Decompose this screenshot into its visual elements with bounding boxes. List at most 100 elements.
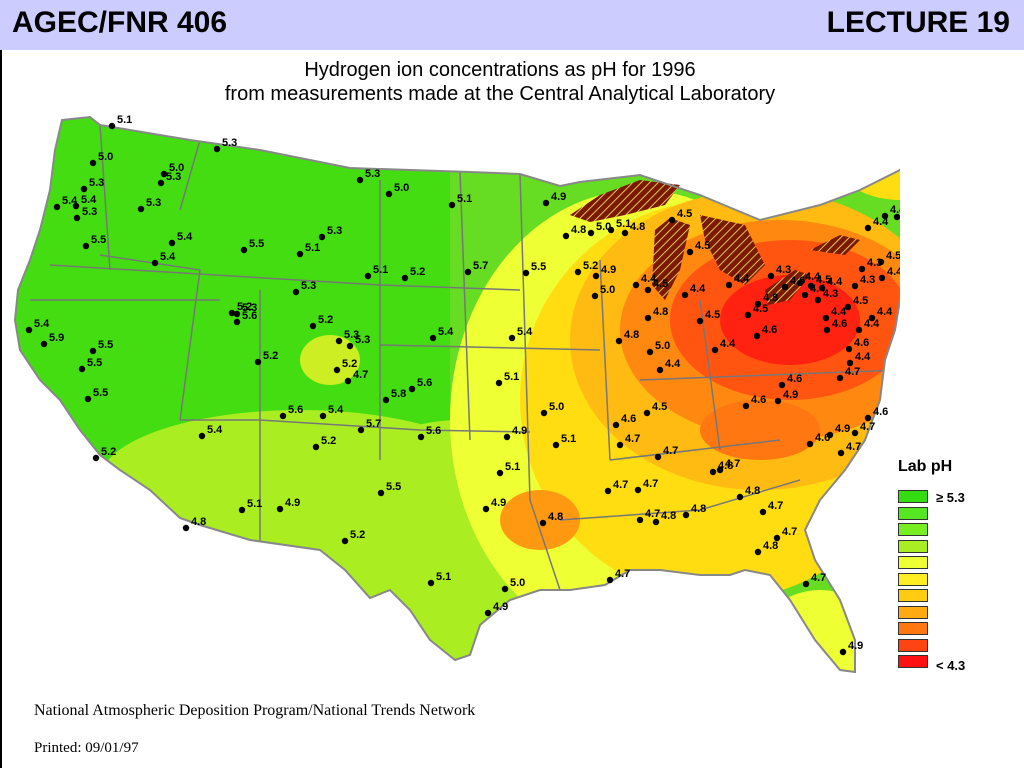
site-dot [767, 272, 775, 280]
site-marker: 4.4 [796, 271, 821, 287]
site-marker: 5.0 [646, 340, 670, 356]
site-marker: 4.8 [652, 510, 676, 526]
site-dot [72, 202, 80, 210]
site-dot [806, 440, 814, 448]
site-ph-label: 4.7 [663, 445, 678, 457]
site-marker: 4.5 [807, 274, 831, 290]
site-dot [168, 239, 176, 247]
site-marker: 5.8 [382, 388, 406, 404]
site-ph-label: 5.3 [146, 197, 161, 209]
site-ph-label: 5.3 [344, 329, 359, 341]
site-marker: 4.7 [837, 441, 861, 457]
site-ph-label: 4.7 [353, 369, 368, 381]
site-dot [711, 346, 719, 354]
site-ph-label: 5.3 [301, 280, 316, 292]
site-dot [823, 326, 831, 334]
sampling-sites: 5.15.05.35.4 5.45.35.35.35.55.45.95.55.55… [25, 114, 900, 656]
site-ph-label: 5.6 [426, 425, 441, 437]
site-dot [356, 176, 364, 184]
site-marker: 4.5 [877, 250, 900, 266]
site-marker: 4.7 [344, 369, 368, 385]
site-marker: 4.8 [682, 503, 706, 519]
site-ph-label: 4.5 [853, 295, 868, 307]
site-marker: 5.1 [607, 218, 631, 234]
site-marker: 5.5 [240, 238, 264, 254]
site-marker: 4.7 [634, 478, 658, 494]
site-ph-label: 4.5 [653, 278, 668, 290]
site-dot [696, 317, 704, 325]
site-ph-label: 5.1 [305, 242, 320, 254]
site-ph-label: 4.9 [491, 497, 506, 509]
site-ph-label: 4.7 [615, 568, 630, 580]
site-dot [592, 272, 600, 280]
site-dot [448, 201, 456, 209]
site-dot [157, 179, 165, 187]
site-dot [40, 340, 48, 348]
site-ph-label: 5.5 [91, 234, 106, 246]
site-marker: 4.9 [484, 601, 508, 617]
site-dot [333, 366, 341, 374]
site-dot [587, 229, 595, 237]
left-border-line [0, 50, 2, 768]
site-dot [84, 395, 92, 403]
site-ph-label: 5.5 [386, 481, 401, 493]
site-marker: 4.6 [742, 394, 766, 410]
site-marker: 5.1 [364, 264, 388, 280]
site-ph-label: 4.6 [621, 413, 636, 425]
site-dot [814, 296, 822, 304]
site-marker: 5.4 [319, 404, 344, 420]
site-dot [501, 585, 509, 593]
site-ph-label: 4.7 [860, 421, 875, 433]
site-dot [160, 170, 168, 178]
site-dot [632, 281, 640, 289]
site-dot [137, 205, 145, 213]
site-dot [276, 505, 284, 513]
site-marker: 4.6 [778, 373, 802, 389]
site-dot [716, 466, 724, 474]
site-ph-label: 5.0 [596, 221, 611, 233]
site-dot [881, 212, 889, 220]
site-ph-label: 4.4 [734, 273, 750, 285]
site-dot [240, 246, 248, 254]
site-marker: 4.7 [604, 479, 628, 495]
site-marker: 4.8 [562, 224, 586, 240]
site-dot [319, 412, 327, 420]
site-marker: 5.1 [427, 571, 451, 587]
site-ph-label: 4.4 [887, 266, 900, 278]
site-marker: 4.7 [802, 572, 826, 588]
site-marker: 4.8 [754, 292, 778, 308]
site-marker: 4.8 [539, 511, 563, 527]
site-dot [845, 345, 853, 353]
site-marker: 5.0 [160, 162, 184, 178]
site-dot [654, 453, 662, 461]
site-ph-label: 5.5 [249, 238, 264, 250]
site-dot [643, 409, 651, 417]
site-marker: 4.9 [774, 389, 798, 405]
site-marker: 4.6 [781, 275, 805, 291]
site-ph-label: 5.9 [49, 332, 64, 344]
site-ph-label: 5.2 [342, 358, 357, 370]
site-ph-label: 4.7 [768, 500, 783, 512]
legend-swatch [898, 523, 928, 536]
site-marker: 4.5 [644, 278, 668, 294]
site-dot [92, 454, 100, 462]
site-ph-label: 4.8 [691, 503, 706, 515]
site-ph-label: 4.4 [855, 351, 871, 363]
site-dot [401, 274, 409, 282]
site-ph-label: 4.4 [665, 358, 681, 370]
site-marker: 4.7 [616, 433, 640, 449]
legend-bottom-label: < 4.3 [936, 658, 966, 673]
site-marker: 4.4 [878, 266, 900, 282]
legend-swatch [898, 556, 928, 569]
site-marker: 5.2 [312, 435, 336, 451]
site-marker: 5.5 [377, 481, 401, 497]
site-dot [574, 268, 582, 276]
site-ph-label: 5.0 [549, 401, 564, 413]
site-ph-label: 4.9 [783, 389, 798, 401]
site-marker: 4.9 [503, 425, 527, 441]
site-ph-label: 5.2 [237, 301, 252, 313]
site-ph-label: 4.8 [661, 510, 676, 522]
site-marker: 5.2 [254, 350, 278, 366]
site-marker: 4.9 [839, 640, 863, 656]
site-marker: 5.3 [318, 225, 342, 241]
